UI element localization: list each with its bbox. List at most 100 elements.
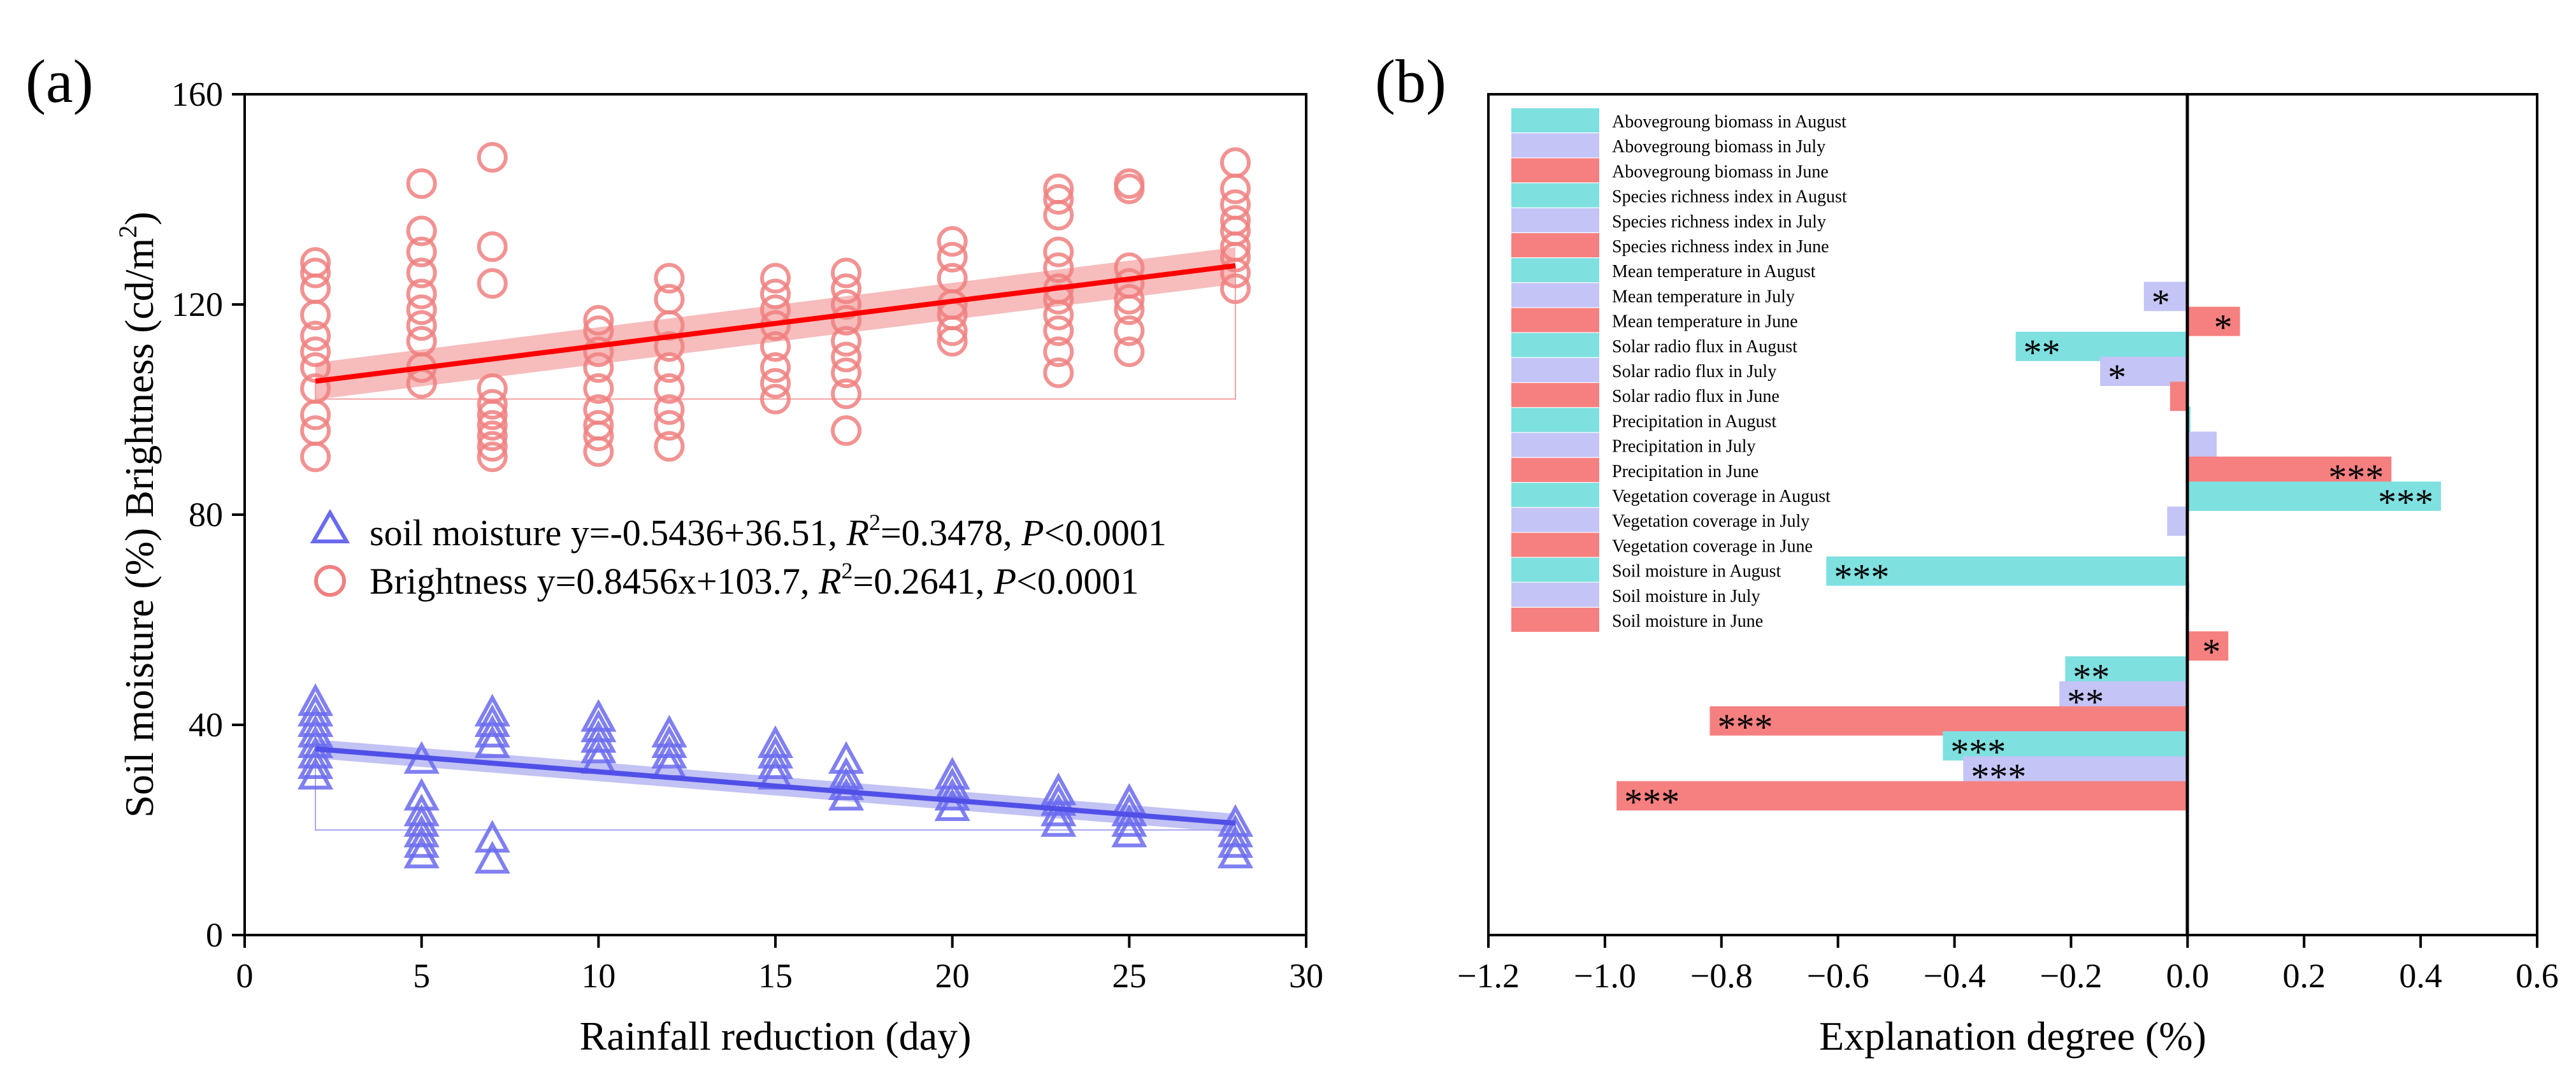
soil-moisture-point [580,699,617,732]
legend-swatch [1511,183,1599,208]
brightness-point [831,289,862,320]
soil-moisture-point [298,683,334,716]
brightness-point [1220,273,1251,304]
soil-moisture-point [757,725,794,758]
bar-august [2065,656,2188,686]
legend-label: Abovegroung biomass in July [1612,137,1825,157]
brightness-point [831,304,862,336]
soil-moisture-point [298,704,334,737]
legend-swatch [1511,582,1599,607]
panel-b-significance-labels: ******************************* [1624,282,2433,822]
bar-july [2187,431,2217,461]
x-tick-label: 10 [581,957,615,995]
brightness-point [760,262,791,294]
brightness-point [654,373,685,404]
legend-swatch [1511,283,1599,308]
panel-b: (b) Abovegroung biomass in August Abovegr… [1375,47,2559,1059]
panel-b-label: (b) [1375,47,1446,115]
legend-swatch [1511,258,1599,283]
soil-moisture-point [580,731,617,764]
legend-text-brightness: Brightness y=0.8456x+103.7, R2=0.2641, P… [370,558,1139,602]
brightness-point [831,325,862,357]
y-tick-label: 40 [189,706,223,744]
brightness-point [477,142,508,173]
soil-moisture-point [651,715,687,748]
x-tick-label: 20 [935,957,970,995]
soil-moisture-point [580,720,617,753]
panel-a-points [298,142,1253,874]
bar-august [2015,331,2188,361]
soil-moisture-point [651,736,687,769]
brightness-point [1114,336,1145,368]
brightness-point [760,368,791,399]
panel-a-x-axis-label: Rainfall reduction (day) [580,1013,972,1059]
legend-swatch [1511,308,1599,332]
brightness-point [1043,236,1074,268]
bar-june [2187,631,2229,661]
brightness-point [1114,315,1145,347]
legend-label: Vegetation coverage in July [1612,511,1810,531]
significance-label: ** [2073,656,2110,697]
legend-label: Species richness index in August [1612,187,1847,207]
brightness-point [1220,189,1251,220]
soil-moisture-point [757,746,794,779]
brightness-point [760,278,791,310]
brightness-point [583,352,614,383]
significance-label: ** [2067,682,2104,723]
brightness-point [477,373,508,404]
soil-moisture-point [580,710,617,743]
panel-a-legend: soil moisture y=-0.5436+36.51, R2=0.3478… [310,509,1167,602]
legend-swatch [1511,432,1599,457]
legend-swatch [1511,108,1599,132]
brightness-point [1043,315,1074,347]
brightness-point [937,241,968,273]
y-tick-label: 120 [171,285,223,324]
soil-moisture-point [1040,783,1077,816]
x-tick-label: 25 [1112,957,1146,995]
brightness-point [937,262,968,294]
brightness-point [477,231,508,262]
brightness-point [477,268,508,299]
legend-label: Vegetation coverage in August [1612,487,1831,506]
brightness-point [1114,168,1145,199]
soil-moisture-point [403,804,440,837]
significance-label: *** [1971,756,2026,797]
x-tick-label: −0.8 [1690,957,1753,995]
legend-swatch [1511,557,1599,582]
y-tick-label: 80 [189,496,223,534]
brightness-point [831,378,862,410]
brightness-point [406,294,437,325]
brightness-point [477,389,508,420]
significance-label: * [2202,631,2220,673]
legend-label: Mean temperature in June [1612,312,1798,332]
brightness-point [300,336,331,368]
bar-august [2187,406,2191,436]
legend-label: Abovegroung biomass in August [1612,112,1846,132]
brightness-point [406,168,437,199]
x-tick-label: −1.2 [1457,957,1520,995]
legend-label: Mean temperature in August [1612,262,1816,282]
legend-label: Solar radio flux in August [1612,337,1797,357]
legend-swatch [1511,508,1599,532]
brightness-point [1043,252,1074,283]
brightness-point [477,420,508,452]
soil-moisture-point [651,725,687,758]
brightness-point [760,352,791,383]
x-tick-label: 0.0 [2166,957,2210,995]
soil-moisture-point [934,788,970,821]
soil-moisture-point [828,778,865,811]
fit-line-soil-moisture [315,746,1236,826]
soil-moisture-point [474,694,510,727]
x-tick-label: 0.4 [2399,957,2442,995]
brightness-point [300,441,331,473]
brightness-point [1043,173,1074,204]
brightness-point [406,236,437,268]
brightness-point [406,278,437,310]
soil-moisture-point [1217,836,1253,869]
legend-swatch [1511,158,1599,183]
panel-a-y-ticks: 0 40 80 120 160 [171,75,245,954]
legend-swatch [1511,532,1599,557]
soil-moisture-point [298,746,334,779]
soil-moisture-point [1217,815,1253,848]
